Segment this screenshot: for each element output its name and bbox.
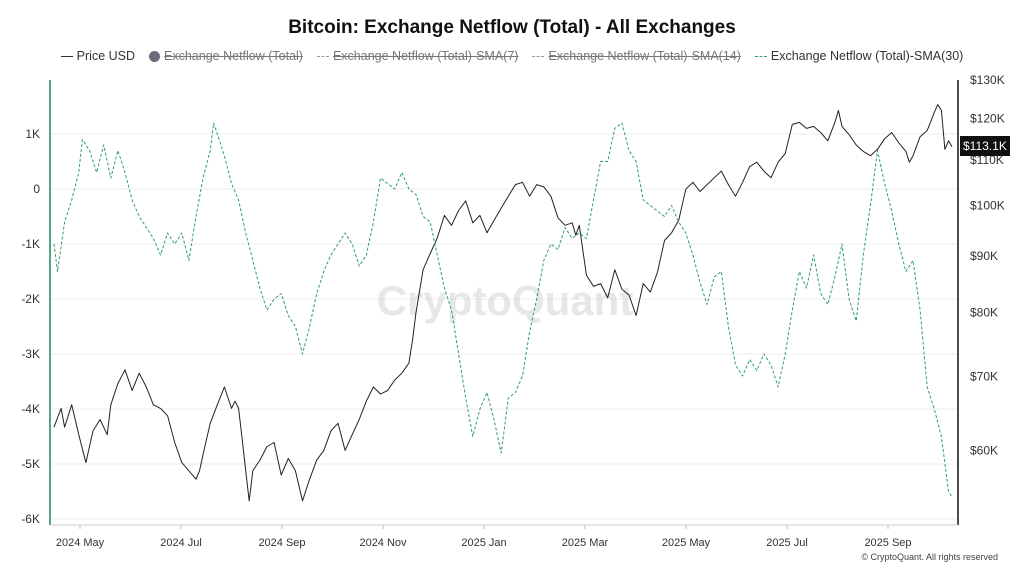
left-axis-tick-label: -1K bbox=[21, 237, 40, 251]
right-axis-tick-label: $130K bbox=[970, 73, 1005, 87]
x-axis-tick-label: 2024 Nov bbox=[359, 537, 407, 549]
x-axis-tick-label: 2025 Jan bbox=[461, 537, 506, 549]
right-axis-tick-label: $70K bbox=[970, 370, 998, 384]
legend-item-netflow-sma7[interactable]: Exchange Netflow (Total)-SMA(7) bbox=[316, 49, 519, 63]
legend-dotted-line-icon bbox=[316, 55, 329, 57]
x-axis-tick-label: 2024 Sep bbox=[258, 537, 305, 549]
x-axis-tick-label: 2024 May bbox=[56, 537, 105, 549]
x-axis-tick-label: 2024 Jul bbox=[160, 537, 202, 549]
chart-legend: Price USD Exchange Netflow (Total) Excha… bbox=[0, 49, 1024, 63]
legend-dot-icon bbox=[149, 50, 161, 62]
chart-title: Bitcoin: Exchange Netflow (Total) - All … bbox=[288, 17, 736, 38]
legend-item-netflow-sma14[interactable]: Exchange Netflow (Total)-SMA(14) bbox=[532, 49, 741, 63]
legend-item-netflow-sma30[interactable]: Exchange Netflow (Total)-SMA(30) bbox=[754, 49, 964, 63]
legend-solid-line-icon bbox=[60, 55, 73, 57]
legend-label: Exchange Netflow (Total)-SMA(30) bbox=[770, 49, 964, 63]
x-axis-tick-label: 2025 Jul bbox=[766, 537, 808, 549]
x-axis-tick-label: 2025 Mar bbox=[562, 537, 609, 549]
x-axis-tick-label: 2025 Sep bbox=[864, 537, 911, 549]
right-axis-tick-label: $110K bbox=[970, 153, 1004, 167]
legend-label: Price USD bbox=[76, 49, 136, 63]
legend-green-dashed-line-icon bbox=[754, 55, 767, 57]
legend-label: Exchange Netflow (Total) bbox=[164, 49, 303, 63]
left-axis-tick-label: -2K bbox=[21, 292, 40, 306]
watermark-text: CryptoQuant bbox=[377, 277, 634, 324]
price-usd-series-line bbox=[53, 104, 953, 502]
left-axis-tick-label: 1K bbox=[25, 127, 40, 141]
left-axis-tick-label: 0 bbox=[33, 182, 40, 196]
legend-item-price-usd[interactable]: Price USD bbox=[60, 49, 136, 63]
legend-item-netflow[interactable]: Exchange Netflow (Total) bbox=[149, 49, 303, 63]
right-axis-tick-label: $100K bbox=[970, 199, 1005, 213]
copyright-text: © CryptoQuant. All rights reserved bbox=[861, 552, 998, 562]
current-price-badge: $113.1K bbox=[960, 136, 1010, 156]
left-axis-tick-label: -4K bbox=[21, 402, 40, 416]
right-axis-tick-label: $90K bbox=[970, 249, 998, 263]
legend-label: Exchange Netflow (Total)-SMA(7) bbox=[332, 49, 519, 63]
right-axis-tick-label: $80K bbox=[970, 306, 998, 320]
legend-dashed-line-icon bbox=[532, 55, 545, 57]
right-axis-tick-label: $120K bbox=[970, 111, 1005, 125]
legend-label: Exchange Netflow (Total)-SMA(14) bbox=[548, 49, 741, 63]
x-axis-tick-label: 2025 May bbox=[662, 537, 711, 549]
left-axis-tick-label: -6K bbox=[21, 512, 40, 526]
right-axis-tick-label: $60K bbox=[970, 443, 998, 457]
left-axis-tick-label: -5K bbox=[21, 457, 40, 471]
left-axis-tick-label: -3K bbox=[21, 347, 40, 361]
